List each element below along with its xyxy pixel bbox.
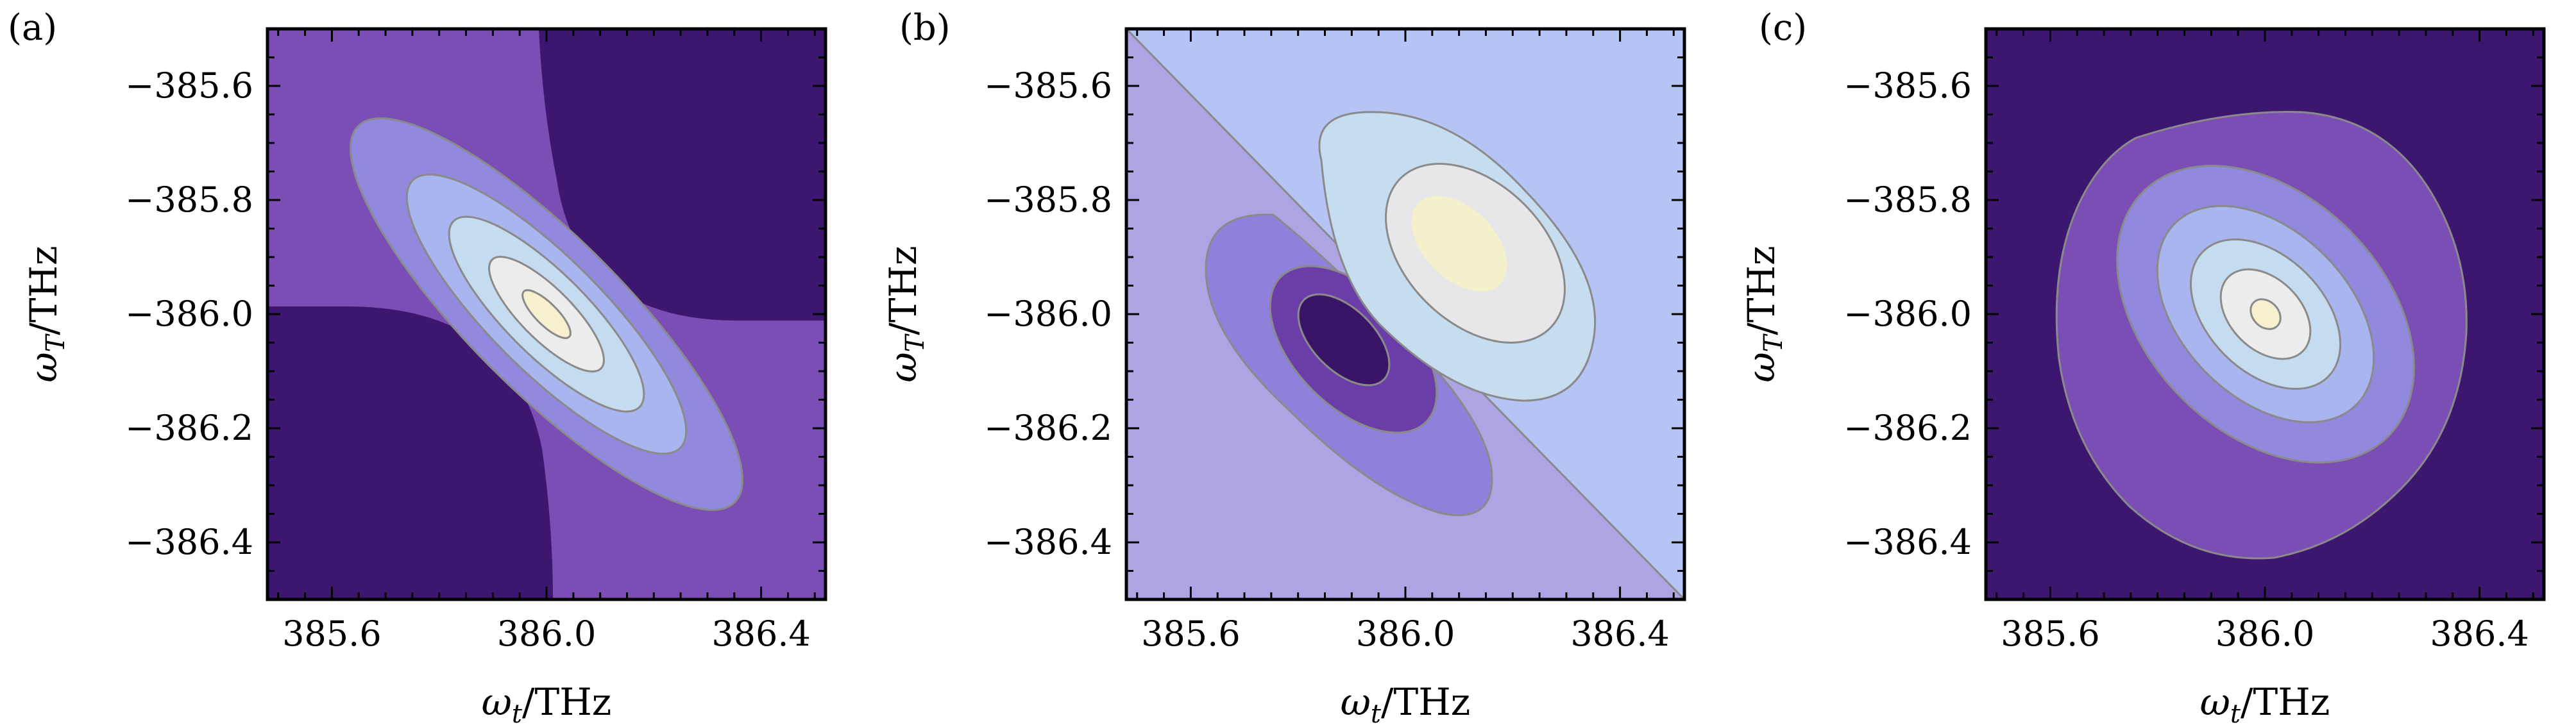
panel-a-ytick-label: −385.8 (125, 180, 253, 220)
panel-c-contours (2055, 111, 2468, 560)
panel-b: (b) −385.6 −385.8 −386.0 −386.2 −386.4 385.6… (881, 7, 1686, 727)
panel-a-yticks: −385.6 −385.8 −386.0 −386.2 −386.4 (125, 28, 826, 601)
panel-b-yticks: −385.6 −385.8 −386.0 −386.2 −386.4 (984, 28, 1684, 601)
panel-a-xtick-label: 386.4 (711, 614, 811, 654)
panel-a-ytick-label: −386.4 (125, 522, 253, 562)
panel-b-negative-lobe (1205, 213, 1493, 517)
panel-c-yticks: −385.6 −385.8 −386.0 −386.2 −386.4 (1843, 28, 2544, 601)
panel-a-xtick-label: 386.0 (497, 614, 597, 654)
panel-c-ytick-label: −385.8 (1843, 180, 1972, 220)
panel-b-positive-lobe (1318, 111, 1597, 402)
panel-c-xticks: 385.6 386.0 386.4 (1996, 29, 2534, 654)
panel-a-ylabel: ωT/THz (22, 246, 71, 382)
panel-c-ylabel: ωT/THz (1740, 246, 1788, 382)
panel-a-xticks: 385.6 386.0 386.4 (277, 29, 816, 654)
panel-b-ytick-label: −386.2 (984, 408, 1112, 448)
panel-c-xtick-label: 385.6 (2001, 614, 2100, 654)
panel-b-xlabel: ωt/THz (1341, 680, 1471, 727)
panel-a-ytick-label: −385.6 (125, 65, 253, 106)
panel-b-xtick-label: 386.4 (1570, 614, 1670, 654)
panel-b-field (1126, 29, 1684, 599)
panel-b-ytick-label: −385.6 (984, 65, 1112, 106)
panel-b-xtick-label: 386.0 (1356, 614, 1455, 654)
panel-c-xtick-label: 386.4 (2430, 614, 2529, 654)
panel-b-label: (b) (899, 7, 951, 49)
panel-a-xlabel: ωt/THz (482, 680, 612, 727)
panel-b-ytick-label: −386.4 (984, 522, 1112, 562)
panel-b-neg-level-3 (1297, 293, 1391, 387)
panel-b-xtick-label: 385.6 (1141, 614, 1241, 654)
panel-c-xlabel: ωt/THz (2200, 680, 2330, 727)
panel-c-ytick-label: −386.0 (1843, 294, 1972, 334)
panel-a-xtick-label: 385.6 (282, 614, 382, 654)
panel-c-ytick-label: −385.6 (1843, 65, 1972, 106)
panel-a-field (267, 29, 826, 599)
panel-c-xtick-label: 386.0 (2216, 614, 2315, 654)
panel-c-field (1986, 29, 2544, 599)
panel-c: (c) −385.6 −385.8 −386.0 −386.2 −386.4 385.6… (1740, 7, 2546, 727)
panel-a-ytick-label: −386.0 (125, 294, 253, 334)
panel-c-level-6 (2250, 298, 2282, 330)
panel-a-label: (a) (8, 7, 57, 49)
panel-c-label: (c) (1759, 7, 1807, 49)
panel-c-ytick-label: −386.2 (1843, 408, 1972, 448)
panel-a-ytick-label: −386.2 (125, 408, 253, 448)
panel-b-pos-level-3 (1411, 196, 1507, 292)
panel-a-contours (350, 117, 743, 511)
panel-c-ytick-label: −386.4 (1843, 522, 1972, 562)
panel-b-ytick-label: −385.8 (984, 180, 1112, 220)
panel-a: (a) −385.6 −385.8 −386.0 −386.2 −386.4 385.6… (8, 7, 827, 727)
panel-b-ylabel: ωT/THz (881, 246, 930, 382)
panel-b-ytick-label: −386.0 (984, 294, 1112, 334)
panel-a-dark-lower-left (267, 306, 553, 599)
panel-a-dark-upper-right (539, 29, 826, 321)
panel-a-level-6 (521, 289, 572, 339)
panel-b-xticks: 385.6 386.0 386.4 (1136, 29, 1675, 654)
